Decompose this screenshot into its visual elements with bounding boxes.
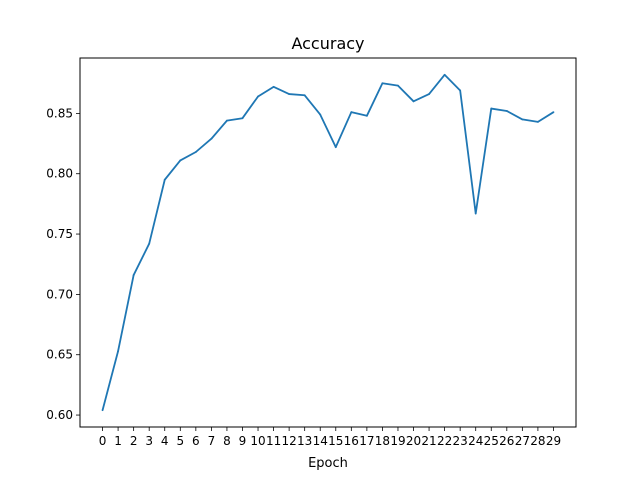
x-tick-label: 16 [344,434,359,448]
x-tick-label: 8 [223,434,231,448]
data-point-28 [537,120,539,123]
x-tick-label: 26 [499,434,514,448]
x-tick-label: 4 [161,434,169,448]
x-tick-label: 9 [239,434,247,448]
data-point-27 [521,118,524,121]
data-point-12 [288,93,291,95]
data-point-15 [334,146,337,149]
data-point-9 [241,117,244,120]
data-point-4 [163,178,166,181]
x-tick-label: 1 [114,434,122,448]
data-point-7 [210,137,213,140]
x-tick-label: 12 [281,434,296,448]
data-point-13 [303,94,306,97]
x-tick-label: 28 [530,434,545,448]
x-tick-label: 22 [437,434,452,448]
x-tick-label: 23 [453,434,468,448]
data-point-16 [350,111,353,114]
data-point-8 [226,119,228,122]
x-tick-label: 5 [176,434,184,448]
x-tick-label: 10 [250,434,265,448]
plot-frame [79,57,577,428]
data-point-19 [397,84,399,87]
data-point-11 [272,85,275,88]
x-tick-label: 29 [546,434,561,448]
x-axis-label: Epoch [308,456,348,471]
x-tick-label: 13 [297,434,312,448]
x-tick-label: 17 [359,434,374,448]
series-layer [101,73,555,412]
x-tick-label: 0 [99,434,107,448]
x-tick-label: 3 [145,434,153,448]
data-point-17 [365,114,368,117]
x-tick-label: 21 [421,434,436,448]
y-tick-label: 0.85 [46,106,73,120]
data-point-23 [459,89,462,92]
data-point-1 [117,350,119,352]
x-tick-label: 15 [328,434,343,448]
y-tick-label: 0.70 [46,287,73,301]
data-point-20 [412,100,415,103]
x-axis-ticks: 0 1 2 3 4 5 6 7 8 9 10 11 12 13 14 15 16 17 18 19 20 21 22 23 24… [99,427,561,448]
y-tick-label: 0.60 [46,408,73,422]
data-point-2 [132,274,135,276]
data-point-3 [148,242,151,245]
x-tick-label: 6 [192,434,200,448]
y-axis-ticks: 0.60 0.65 0.70 0.75 0.80 0.85 [46,106,80,422]
data-point-21 [428,93,430,95]
series-line-0 [101,73,554,411]
data-point-6 [194,151,197,153]
chart-title: Accuracy [291,34,364,53]
data-point-26 [505,110,508,112]
x-tick-label: 20 [406,434,421,448]
data-point-24 [474,212,477,215]
x-tick-label: 7 [208,434,216,448]
y-tick-label: 0.80 [46,167,73,181]
data-point-5 [179,159,182,162]
y-tick-label: 0.65 [46,348,73,362]
x-tick-label: 24 [468,434,483,448]
data-point-14 [319,113,322,116]
data-point-22 [443,73,446,76]
data-point-29 [552,111,555,114]
data-point-10 [257,95,259,98]
data-point-0 [101,409,104,412]
x-tick-label: 19 [390,434,405,448]
x-tick-label: 27 [515,434,530,448]
data-point-18 [381,82,384,85]
x-tick-label: 25 [484,434,499,448]
x-tick-label: 11 [266,434,281,448]
x-tick-label: 18 [375,434,390,448]
data-point-25 [490,107,493,110]
x-tick-label: 2 [130,434,138,448]
y-tick-label: 0.75 [46,227,73,241]
x-tick-label: 14 [313,434,328,448]
